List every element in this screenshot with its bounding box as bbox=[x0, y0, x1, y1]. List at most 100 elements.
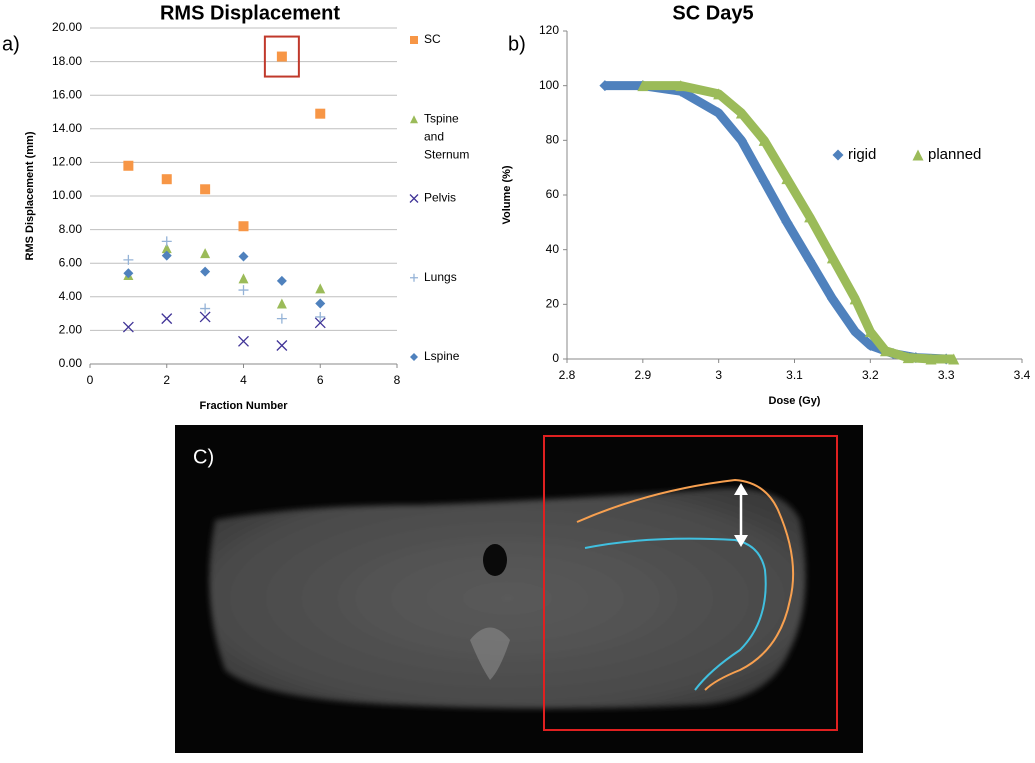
x-tick-label: 8 bbox=[394, 373, 401, 387]
legend-label: Lungs bbox=[424, 270, 457, 284]
marker bbox=[161, 313, 173, 325]
marker bbox=[948, 353, 960, 365]
marker bbox=[315, 283, 326, 294]
marker bbox=[200, 303, 211, 314]
y-tick-label: 14.00 bbox=[52, 121, 82, 135]
marker bbox=[675, 80, 687, 92]
x-tick-label: 3.3 bbox=[938, 368, 955, 382]
marker bbox=[276, 340, 288, 351]
marker bbox=[912, 149, 924, 161]
marker bbox=[826, 293, 838, 305]
y-tick-label: 60 bbox=[546, 187, 560, 201]
marker bbox=[713, 107, 725, 119]
marker bbox=[200, 248, 211, 259]
marker bbox=[122, 321, 134, 333]
marker bbox=[161, 174, 172, 185]
marker bbox=[314, 317, 326, 329]
y-tick-label: 0.00 bbox=[59, 356, 83, 370]
panel-label: a) bbox=[2, 33, 20, 55]
marker bbox=[315, 298, 326, 309]
marker bbox=[880, 345, 891, 357]
legend-label: planned bbox=[928, 146, 981, 163]
marker bbox=[161, 236, 172, 247]
marker bbox=[161, 243, 172, 254]
marker bbox=[123, 268, 134, 279]
marker bbox=[410, 273, 418, 282]
y-tick-label: 0 bbox=[552, 351, 559, 365]
x-tick-label: 3.2 bbox=[862, 368, 879, 382]
x-tick-label: 2 bbox=[163, 373, 170, 387]
marker bbox=[849, 326, 861, 338]
marker bbox=[200, 184, 211, 195]
marker bbox=[276, 298, 287, 309]
marker bbox=[410, 353, 418, 361]
legend-label: Pelvis bbox=[424, 191, 456, 205]
ct-panel: C) bbox=[175, 425, 863, 753]
y-tick-label: 80 bbox=[546, 133, 560, 147]
x-tick-label: 2.8 bbox=[559, 368, 576, 382]
series-line bbox=[604, 81, 947, 364]
x-tick-label: 3 bbox=[715, 368, 722, 382]
marker bbox=[849, 293, 861, 305]
legend-label: Lspine bbox=[424, 349, 460, 363]
chart-title: SC Day5 bbox=[672, 2, 753, 24]
panel-label: C) bbox=[193, 446, 214, 468]
marker bbox=[276, 275, 287, 286]
marker bbox=[735, 134, 747, 146]
marker bbox=[315, 108, 326, 119]
marker bbox=[804, 211, 816, 223]
marker bbox=[804, 255, 816, 267]
marker bbox=[238, 251, 249, 262]
contour-deformed bbox=[584, 537, 767, 691]
ct-vertebra bbox=[470, 627, 510, 680]
marker bbox=[713, 88, 725, 100]
chart-title: RMS Displacement bbox=[160, 2, 340, 24]
x-axis-label: Dose (Gy) bbox=[769, 395, 821, 407]
ct-body bbox=[209, 488, 806, 709]
marker bbox=[161, 250, 172, 261]
marker bbox=[409, 194, 419, 203]
marker bbox=[781, 216, 793, 228]
x-tick-label: 3.4 bbox=[1014, 368, 1031, 382]
y-tick-label: 4.00 bbox=[59, 289, 83, 303]
marker bbox=[238, 335, 249, 347]
y-tick-label: 12.00 bbox=[52, 155, 82, 169]
marker bbox=[315, 311, 326, 322]
marker bbox=[599, 80, 611, 92]
series-line bbox=[642, 81, 954, 364]
contour-planned bbox=[576, 478, 795, 691]
y-tick-label: 16.00 bbox=[52, 87, 82, 101]
marker bbox=[123, 254, 134, 265]
marker bbox=[238, 221, 249, 232]
x-tick-label: 0 bbox=[87, 373, 94, 387]
marker bbox=[864, 326, 876, 338]
x-tick-label: 4 bbox=[240, 373, 247, 387]
y-tick-label: 2.00 bbox=[59, 323, 83, 337]
marker bbox=[199, 311, 211, 323]
marker bbox=[758, 175, 770, 187]
legend-label: Tspine and Sternum bbox=[424, 111, 469, 161]
marker bbox=[864, 339, 876, 351]
marker bbox=[637, 80, 649, 92]
y-tick-label: 10.00 bbox=[52, 188, 82, 202]
marker bbox=[123, 160, 134, 171]
panel-label: b) bbox=[508, 33, 526, 55]
y-tick-label: 8.00 bbox=[59, 222, 83, 236]
marker bbox=[758, 134, 770, 146]
marker bbox=[832, 149, 844, 161]
marker bbox=[276, 313, 287, 324]
x-tick-label: 6 bbox=[317, 373, 324, 387]
marker bbox=[238, 273, 249, 284]
ct-airway bbox=[483, 544, 507, 576]
x-tick-label: 3.1 bbox=[786, 368, 803, 382]
marker bbox=[410, 115, 418, 124]
marker bbox=[276, 51, 287, 62]
y-axis-label: RMS Displacement (mm) bbox=[24, 131, 36, 260]
marker bbox=[238, 285, 249, 296]
y-tick-label: 20 bbox=[546, 297, 560, 311]
y-tick-label: 18.00 bbox=[52, 54, 82, 68]
marker bbox=[781, 173, 793, 185]
legend-label: SC bbox=[424, 32, 441, 46]
marker bbox=[902, 352, 914, 364]
